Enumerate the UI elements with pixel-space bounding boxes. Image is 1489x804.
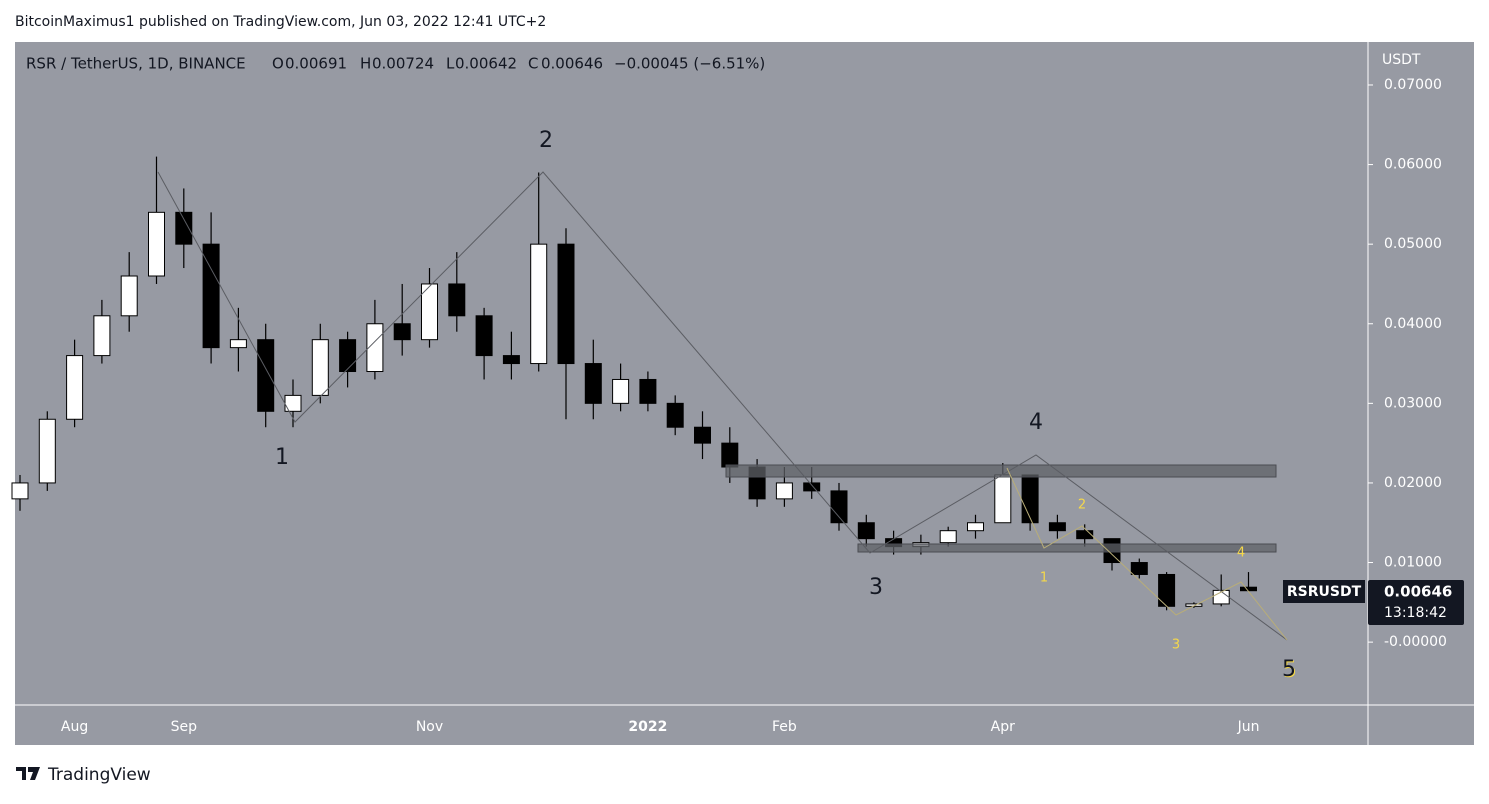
- x-tick-label: Apr: [991, 719, 1015, 735]
- y-axis-unit: USDT: [1382, 52, 1421, 68]
- logo: TradingView: [16, 765, 151, 785]
- candle-body: [1158, 573, 1176, 607]
- candle-body: [175, 211, 193, 245]
- candle-body: [229, 339, 247, 349]
- candle-body: [1240, 586, 1257, 592]
- candle-body: [939, 530, 957, 544]
- y-tick-label: 0.07000: [1384, 77, 1442, 93]
- y-tick-label: -0.00000: [1384, 634, 1447, 650]
- y-tick-label: 0.04000: [1384, 316, 1442, 332]
- x-tick-label: Jun: [1237, 719, 1260, 735]
- candle-body: [448, 283, 466, 317]
- candle-body: [694, 426, 711, 444]
- wave-label-shadow: 5: [1283, 658, 1297, 683]
- candle-body: [393, 323, 411, 341]
- chart-background: [15, 42, 1474, 745]
- wave-line: [157, 171, 1288, 641]
- logo-icon: [16, 767, 40, 780]
- support-zone: [857, 543, 1277, 553]
- candle-body: [148, 211, 165, 277]
- wave-label: 2: [1078, 498, 1086, 513]
- legend-value: 0.00642: [455, 55, 517, 73]
- legend-key: O: [272, 55, 284, 73]
- candle-body: [1130, 562, 1148, 575]
- wave-label: 1: [275, 445, 289, 470]
- wave-label: 1: [1040, 571, 1048, 586]
- candle-body: [803, 482, 821, 492]
- x-tick-label: 2022: [628, 719, 667, 735]
- header: BitcoinMaximus1 published on TradingView…: [15, 14, 546, 30]
- subwave-line: [1006, 467, 1288, 641]
- candle-body: [1021, 474, 1039, 524]
- symbol-tag-text: RSRUSDT: [1287, 584, 1362, 600]
- candle-body: [557, 243, 575, 365]
- candle-body: [366, 323, 384, 373]
- candle-body: [93, 315, 111, 357]
- symbol-tag: [1283, 580, 1365, 603]
- candle-body: [666, 402, 684, 428]
- legend: RSR / TetherUS, 1D, BINANCE O 0.00691 H …: [26, 55, 765, 73]
- candle-body: [967, 522, 984, 532]
- candle-body: [421, 283, 438, 341]
- candle-body: [584, 363, 602, 404]
- candle-body: [475, 315, 493, 357]
- symbol: RSR / TetherUS, 1D, BINANCE: [26, 55, 246, 73]
- countdown: 13:18:42: [1384, 605, 1447, 621]
- price-tag: [1368, 580, 1464, 625]
- candle-body: [38, 418, 56, 484]
- candle-body: [994, 474, 1012, 524]
- plot: -0.00000 0.01000 0.02000 0.03000 0.04000 0.05…: [11, 77, 1447, 735]
- candle-body: [11, 482, 29, 500]
- y-tick-label: 0.03000: [1384, 395, 1442, 411]
- candle-body: [721, 442, 739, 468]
- x-tick-label: Sep: [171, 719, 198, 735]
- candle-body: [775, 482, 793, 500]
- candle-body: [66, 355, 84, 420]
- candle-body: [120, 275, 138, 317]
- wave-label: 2: [539, 128, 553, 153]
- legend-key: C: [528, 55, 538, 73]
- candle-body: [639, 378, 657, 404]
- wave-label: 5: [1282, 657, 1296, 682]
- candle-body: [530, 243, 548, 365]
- unit-background: [1370, 44, 1470, 78]
- resistance-zone: [725, 464, 1277, 478]
- x-tick-label: Feb: [772, 719, 797, 735]
- wave-label: 3: [1172, 638, 1180, 653]
- candle-body: [612, 378, 630, 404]
- legend-key: H: [360, 55, 371, 73]
- candle-body: [830, 490, 848, 524]
- candle-body: [311, 339, 329, 396]
- legend-value: 0.00691: [285, 55, 347, 73]
- legend-value: 0.00646: [541, 55, 603, 73]
- candle-body: [257, 339, 275, 412]
- candle-body: [857, 522, 875, 540]
- x-tick-label: Aug: [61, 719, 88, 735]
- brand: TradingView: [47, 765, 151, 785]
- y-tick-label: 0.05000: [1384, 236, 1442, 252]
- candle-body: [502, 355, 520, 365]
- wave-label: 4: [1029, 410, 1043, 435]
- candle-body: [1076, 530, 1094, 540]
- legend-key: L: [446, 55, 455, 73]
- x-tick-label: Nov: [416, 719, 443, 735]
- y-tick-label: 0.02000: [1384, 475, 1442, 491]
- candle-body: [202, 243, 220, 349]
- y-tick-label: 0.01000: [1384, 555, 1442, 571]
- price-tag-text: 0.00646: [1384, 583, 1452, 601]
- wave-label: 3: [869, 575, 883, 600]
- legend-change: −0.00045 (−6.51%): [614, 55, 765, 73]
- candle-body: [1048, 522, 1066, 532]
- wave-label: 4: [1237, 546, 1245, 561]
- legend-value: 0.00724: [372, 55, 434, 73]
- y-tick-label: 0.06000: [1384, 157, 1442, 173]
- candle-body: [339, 339, 357, 373]
